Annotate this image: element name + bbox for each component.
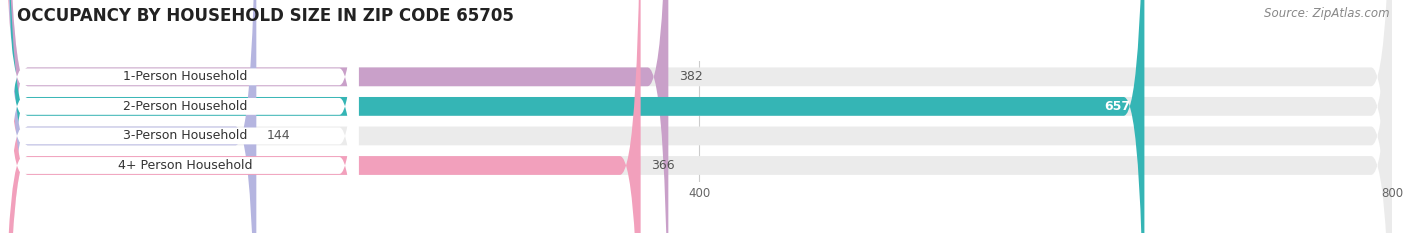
FancyBboxPatch shape: [4, 0, 359, 233]
Text: 2-Person Household: 2-Person Household: [124, 100, 247, 113]
FancyBboxPatch shape: [7, 0, 1392, 233]
FancyBboxPatch shape: [7, 0, 668, 233]
Text: 657: 657: [1105, 100, 1130, 113]
Text: Source: ZipAtlas.com: Source: ZipAtlas.com: [1264, 7, 1389, 20]
Text: 144: 144: [267, 130, 290, 142]
FancyBboxPatch shape: [7, 0, 1392, 233]
FancyBboxPatch shape: [7, 0, 1392, 233]
FancyBboxPatch shape: [7, 0, 641, 233]
Text: 4+ Person Household: 4+ Person Household: [118, 159, 253, 172]
Text: 1-Person Household: 1-Person Household: [124, 70, 247, 83]
FancyBboxPatch shape: [7, 0, 1392, 233]
Text: 366: 366: [651, 159, 675, 172]
Text: 382: 382: [679, 70, 703, 83]
FancyBboxPatch shape: [7, 0, 1144, 233]
Text: OCCUPANCY BY HOUSEHOLD SIZE IN ZIP CODE 65705: OCCUPANCY BY HOUSEHOLD SIZE IN ZIP CODE …: [17, 7, 513, 25]
Text: 3-Person Household: 3-Person Household: [124, 130, 247, 142]
FancyBboxPatch shape: [4, 0, 359, 233]
FancyBboxPatch shape: [4, 0, 359, 233]
FancyBboxPatch shape: [7, 0, 256, 233]
FancyBboxPatch shape: [4, 0, 359, 233]
